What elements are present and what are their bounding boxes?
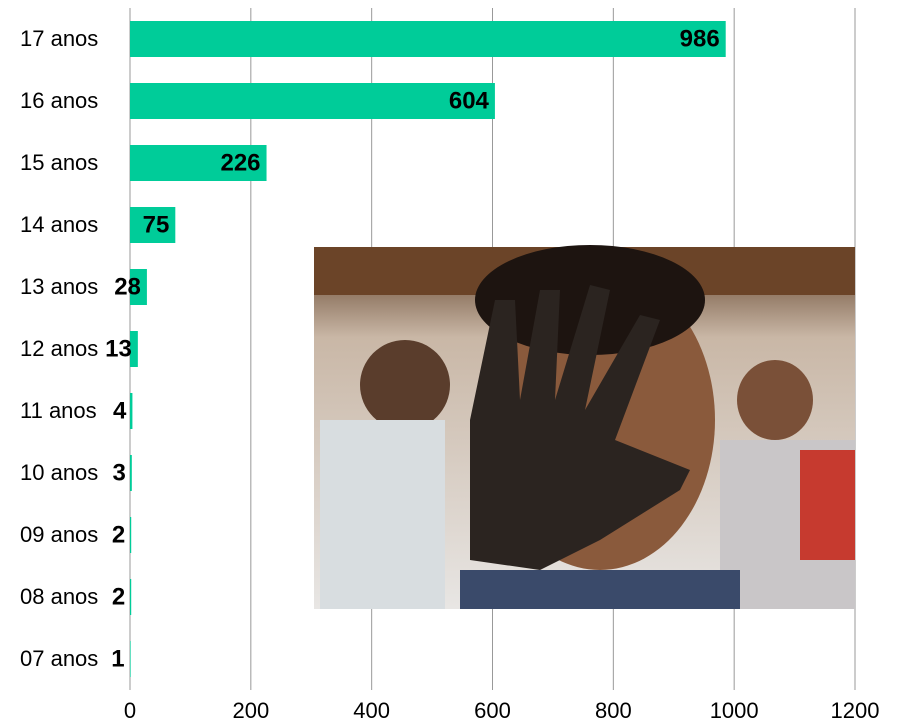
- y-tick-label: 10 anos: [20, 460, 98, 485]
- value-label: 226: [220, 149, 260, 176]
- x-tick-label: 800: [595, 698, 632, 723]
- bar: [130, 455, 132, 491]
- chart: 0 200 400 600 800 1000 1200 17 anos 986 16 anos 60…: [0, 0, 899, 723]
- value-label: 13: [105, 335, 132, 362]
- value-label: 2: [112, 521, 125, 548]
- photo-figure: [320, 420, 445, 609]
- y-tick-label: 14 anos: [20, 212, 98, 237]
- value-label: 1: [111, 645, 124, 672]
- y-tick-label: 09 anos: [20, 522, 98, 547]
- value-label: 2: [112, 583, 125, 610]
- value-label: 986: [680, 25, 720, 52]
- x-tick-label: 1200: [831, 698, 880, 723]
- photo: [314, 245, 855, 609]
- bar: [130, 393, 132, 429]
- bar: [130, 641, 131, 677]
- bar: [130, 517, 131, 553]
- value-label: 4: [113, 397, 127, 424]
- photo-figure: [800, 450, 855, 560]
- y-tick-label: 08 anos: [20, 584, 98, 609]
- y-tick-label: 17 anos: [20, 26, 98, 51]
- x-tick-label: 400: [353, 698, 390, 723]
- photo-figure: [737, 360, 813, 440]
- y-tick-label: 13 anos: [20, 274, 98, 299]
- x-tick-label: 1000: [710, 698, 759, 723]
- value-label: 604: [449, 87, 490, 114]
- y-tick-label: 15 anos: [20, 150, 98, 175]
- x-tick-label: 200: [232, 698, 269, 723]
- photo-figure: [360, 340, 450, 430]
- y-tick-label: 07 anos: [20, 646, 98, 671]
- y-tick-label: 12 anos: [20, 336, 98, 361]
- y-tick-label: 16 anos: [20, 88, 98, 113]
- bar: [130, 83, 495, 119]
- bar: [130, 579, 131, 615]
- bar: [130, 21, 726, 57]
- x-tick-label: 600: [474, 698, 511, 723]
- value-label: 3: [112, 459, 125, 486]
- value-label: 75: [143, 211, 170, 238]
- photo-shirt: [460, 570, 740, 609]
- value-label: 28: [114, 273, 141, 300]
- x-tick-label: 0: [124, 698, 136, 723]
- y-tick-label: 11 anos: [20, 398, 97, 423]
